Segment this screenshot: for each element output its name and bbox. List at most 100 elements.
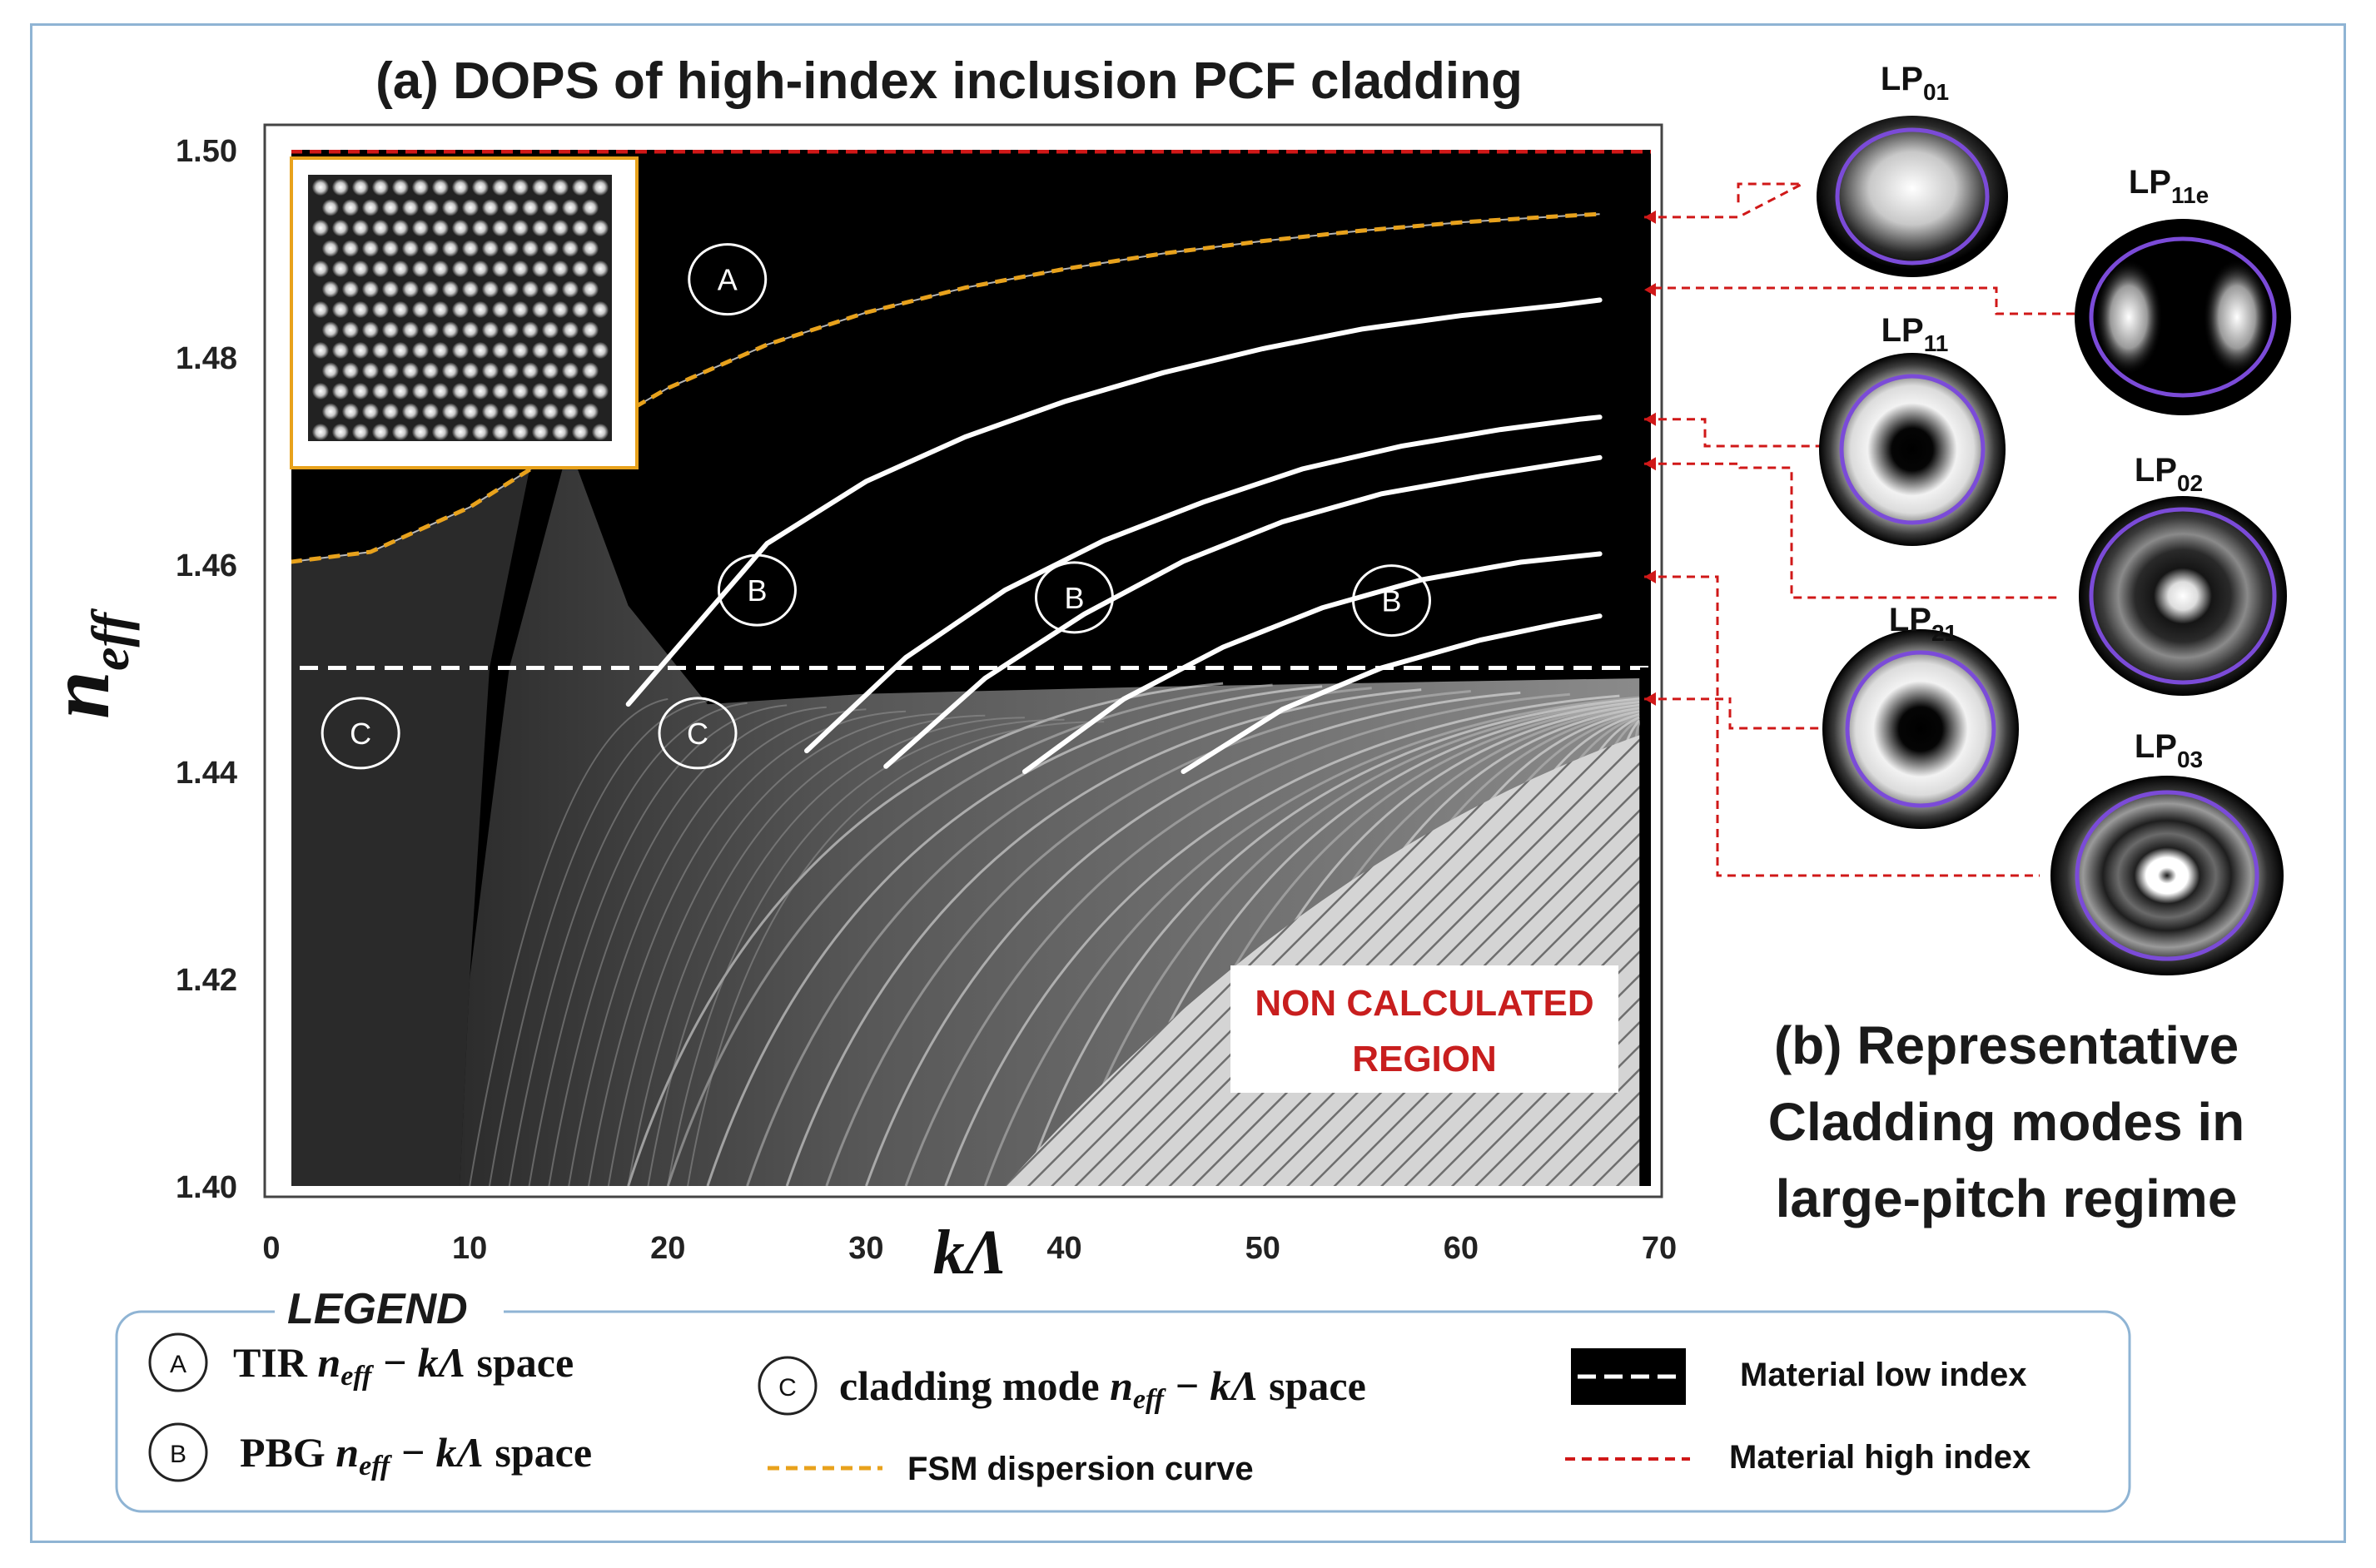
x-tick-label: 60: [1444, 1231, 1479, 1266]
lattice-dot: [392, 342, 409, 359]
mode-lp02: LP02: [2079, 452, 2287, 696]
lattice-dot: [472, 179, 489, 196]
mode-lobe-right: [2204, 261, 2270, 374]
lattice-dot: [372, 424, 389, 440]
lattice-dot: [412, 342, 429, 359]
mode-curve-lp03: [1181, 613, 1603, 774]
lattice-dot: [462, 321, 479, 339]
lattice-dot: [452, 301, 469, 318]
lattice-dot: [472, 424, 489, 440]
x-tick-label: 10: [452, 1231, 487, 1266]
lattice-dot: [552, 424, 569, 440]
region-label-text: B: [747, 573, 767, 608]
region-label-circle: [1034, 561, 1114, 634]
mode-label-lp01: LP01: [1881, 61, 1949, 105]
lattice-dot: [352, 261, 369, 277]
lattice-dot: [522, 403, 539, 420]
lattice-dot: [562, 240, 579, 257]
cladding-streak: [1063, 699, 1640, 1186]
figure-frame: [30, 23, 2346, 1543]
non-calculated-label-line1: NON CALCULATED: [1255, 983, 1593, 1024]
lattice-dot: [332, 179, 349, 196]
lattice-dot: [322, 321, 339, 339]
lattice-dot: [492, 261, 509, 277]
lattice-dot: [512, 179, 529, 196]
lattice-dot: [402, 403, 419, 420]
lattice-dot: [492, 424, 509, 440]
lattice-dot: [382, 280, 399, 298]
lattice-dot: [482, 280, 499, 298]
lattice-dot: [592, 424, 609, 440]
lattice-dot: [552, 301, 569, 318]
region-label-a: A: [688, 243, 768, 316]
lattice-dot: [502, 240, 519, 257]
lattice-dot: [592, 301, 609, 318]
connector-arrowhead: [1644, 569, 1656, 583]
connector-arrowhead: [1644, 412, 1656, 426]
lattice-dot: [572, 383, 589, 399]
lattice-dot: [492, 179, 509, 196]
lattice-dot: [592, 220, 609, 236]
lattice-dot: [462, 362, 479, 380]
y-tick-label: 1.40: [176, 1170, 237, 1205]
y-tick-label: 1.50: [176, 134, 237, 169]
legend-tir-text: TIR neff − kΛ space: [233, 1339, 574, 1392]
region-labels: A B B B C C: [321, 243, 1432, 770]
lattice-dot: [472, 383, 489, 399]
lattice-dot: [512, 342, 529, 359]
legend-letter-a: A: [170, 1351, 186, 1378]
mode-curves: [291, 213, 1603, 774]
cladding-streak: [904, 692, 1570, 1186]
cladding-streak: [647, 717, 1025, 1186]
lattice-dot: [362, 362, 379, 380]
plot-area: NON CALCULATED REGION A B B B C C: [263, 123, 1663, 1198]
mode-label-lp21: LP21: [1889, 602, 1957, 646]
mode-label-lp03: LP03: [2135, 728, 2203, 772]
lattice-dot: [412, 424, 429, 440]
lattice-dot: [452, 342, 469, 359]
lattice-dot: [442, 362, 459, 380]
cladding-streak: [687, 721, 1105, 1186]
lattice-dot: [532, 342, 549, 359]
lattice-dot: [592, 261, 609, 277]
mode-label-lp02: LP02: [2135, 452, 2203, 496]
mode-profile-lp21: [1822, 629, 2019, 829]
lattice-dot: [362, 280, 379, 298]
mode-profile-lp01: [1817, 116, 2008, 277]
cladding-streak: [528, 704, 788, 1186]
region-label-circle: [1352, 564, 1432, 638]
lattice-dot: [542, 240, 559, 257]
mode-connectors: [1644, 182, 2075, 877]
x-tick-label: 30: [848, 1231, 883, 1266]
lattice-dot: [462, 240, 479, 257]
lattice-dot: [552, 179, 569, 196]
cladding-streak: [944, 694, 1620, 1186]
lattice-dot: [502, 362, 519, 380]
lattice-dot: [342, 403, 359, 420]
lattice-dot: [472, 220, 489, 236]
legend-low-index-text: Material low index: [1740, 1357, 2027, 1393]
mode-lp21: LP21: [1822, 602, 2019, 829]
legend-letter-b: B: [170, 1441, 186, 1468]
lattice-dot: [312, 342, 329, 359]
cladding-streak: [825, 690, 1471, 1186]
mode-lp11e: LP11e: [2075, 164, 2291, 415]
cladding-streak: [588, 710, 907, 1186]
lattice-dot: [412, 383, 429, 399]
region-label-c: C: [321, 697, 400, 770]
lattice-dot: [312, 301, 329, 318]
lattice-dot: [402, 199, 419, 216]
lattice-dot: [412, 220, 429, 236]
lattice-dot: [332, 342, 349, 359]
lattice-dot: [422, 403, 439, 420]
cladding-region-left: [291, 470, 529, 1186]
panel-b-title-line1: (b) Representative: [1774, 1015, 2239, 1075]
cladding-streak: [469, 697, 669, 1186]
lattice-dot: [392, 261, 409, 277]
core-ring-lp02: [2089, 507, 2277, 685]
lattice-dot: [332, 301, 349, 318]
lattice-dot: [482, 199, 499, 216]
lattice-dot: [312, 220, 329, 236]
lattice-dot: [572, 220, 589, 236]
lattice-dot: [482, 240, 499, 257]
